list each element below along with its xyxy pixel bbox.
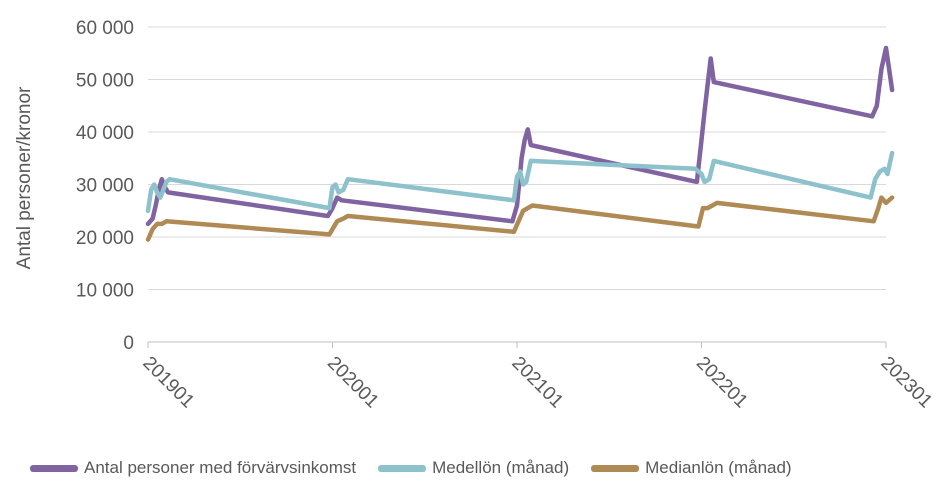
y-tick-label: 40 000 — [76, 123, 134, 144]
y-tick-label: 20 000 — [76, 228, 134, 249]
x-tick-label: 202201 — [692, 353, 752, 413]
gridlines — [148, 26, 886, 290]
y-tick-label: 60 000 — [76, 18, 134, 39]
y-tick-label: 50 000 — [76, 71, 134, 92]
legend-item: Medellön (månad) — [378, 458, 569, 478]
y-tick-label: 0 — [123, 333, 134, 354]
legend-swatch — [378, 464, 427, 472]
series-line — [145, 195, 895, 242]
legend-label: Medianlön (månad) — [645, 458, 792, 477]
legend-item: Medianlön (månad) — [591, 458, 792, 478]
legend-swatch — [30, 464, 78, 472]
series-line — [145, 150, 895, 214]
y-tick-labels: 0 10 000 20 000 30 000 40 000 50 000 60 000 — [76, 18, 134, 354]
axes — [147, 341, 887, 348]
x-tick-label: 202101 — [507, 353, 567, 413]
legend-swatch — [591, 464, 640, 472]
legend: Antal personer med förvärvsinkomst Medell… — [30, 458, 792, 478]
x-tick-label: 201901 — [138, 353, 198, 413]
y-tick-label: 10 000 — [76, 281, 134, 302]
legend-label: Antal personer med förvärvsinkomst — [84, 458, 357, 477]
y-tick-label: 30 000 — [76, 176, 134, 197]
x-tick-label: 202301 — [876, 353, 936, 413]
legend-item: Antal personer med förvärvsinkomst — [30, 458, 356, 478]
x-tick-labels: 201901 202001 202101 202201 202301 — [138, 353, 936, 413]
y-axis-title: Antal personer/kronor — [14, 86, 35, 269]
x-tick-label: 202001 — [323, 353, 383, 413]
legend-label: Medellön (månad) — [432, 458, 570, 477]
series-lines — [145, 45, 895, 242]
